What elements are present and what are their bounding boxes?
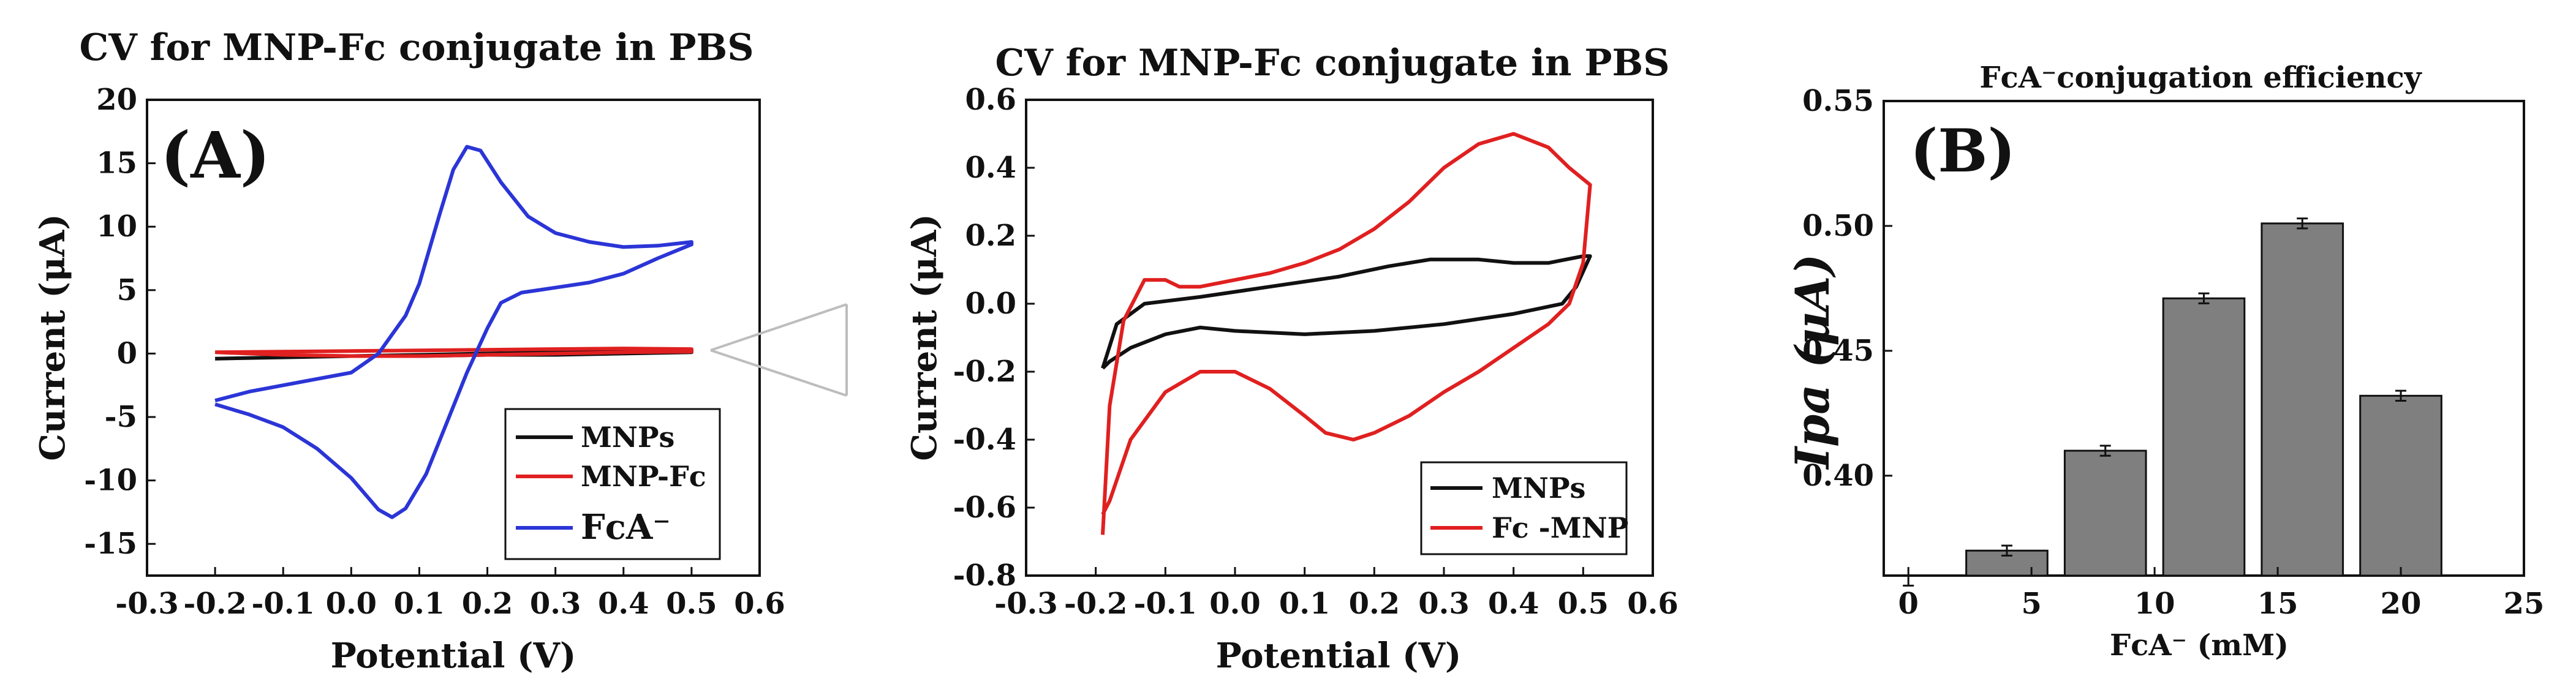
x-tick-label: 10 bbox=[2134, 587, 2175, 621]
y-tick-label: -0.8 bbox=[953, 558, 1016, 593]
bar-fca-20 bbox=[2359, 394, 2442, 577]
x-tick-label: 0.4 bbox=[598, 587, 649, 621]
y-tick-label: 0.40 bbox=[1802, 459, 1874, 493]
inset-legend: MNPs Fc -MNP bbox=[1420, 461, 1628, 555]
legend-label-mnps-inset: MNPs bbox=[1492, 471, 1585, 505]
y-tick-label: 15 bbox=[96, 146, 137, 181]
inset-plot-frame bbox=[1025, 99, 1654, 577]
panel-a-xlabel: Potential (V) bbox=[331, 636, 576, 676]
y-tick-label: 5 bbox=[117, 273, 137, 307]
panel-b-bars-group bbox=[1903, 217, 2442, 587]
series-line-fc-mnp bbox=[1101, 132, 1592, 535]
x-tick-label: 5 bbox=[2021, 587, 2041, 621]
panel-b-chart: FcA⁻conjugation efficiency 0 5 10 15 20 25 0.… bbox=[1785, 61, 2544, 663]
panel-a-legend-box bbox=[504, 408, 721, 560]
x-tick-label: 0.1 bbox=[394, 587, 445, 621]
y-tick-label: 20 bbox=[96, 83, 137, 117]
panel-b-label: (B) bbox=[1910, 116, 2015, 186]
x-tick-label: 0.6 bbox=[734, 587, 785, 621]
inset-series-group bbox=[1101, 132, 1592, 535]
inset-ylabel: Current (μA) bbox=[904, 214, 945, 460]
x-tick-label: 0.2 bbox=[1349, 587, 1400, 621]
inset-legend-box bbox=[1420, 461, 1628, 555]
bar-fca-12 bbox=[2162, 297, 2246, 577]
y-tick-label: 0.50 bbox=[1802, 209, 1874, 243]
y-tick-label: 0.55 bbox=[1802, 84, 1874, 118]
inset-title: CV for MNP-Fc conjugate in PBS bbox=[995, 42, 1669, 85]
zoom-callout-line-top bbox=[710, 303, 847, 351]
y-tick-label: -0.6 bbox=[953, 490, 1016, 525]
x-tick-label: 0.1 bbox=[1279, 587, 1331, 621]
zoom-callout-line-bottom bbox=[710, 349, 847, 397]
bar-fca-16 bbox=[2261, 222, 2344, 577]
x-tick-label: -0.2 bbox=[1064, 587, 1127, 621]
y-tick-label: -0.4 bbox=[953, 423, 1016, 457]
y-tick-label: 10 bbox=[96, 209, 137, 244]
legend-label-fca: FcA⁻ bbox=[581, 507, 671, 547]
y-tick-label: 0.2 bbox=[965, 219, 1016, 253]
panel-a-label: (A) bbox=[161, 118, 270, 193]
y-tick-label: 0.0 bbox=[965, 287, 1016, 321]
panel-b-xlabel: FcA⁻ (mM) bbox=[2110, 628, 2289, 663]
x-tick-label: -0.3 bbox=[994, 587, 1057, 621]
y-tick-label: 0.6 bbox=[965, 83, 1016, 117]
x-tick-label: -0.3 bbox=[115, 587, 178, 621]
panel-a-plot-frame bbox=[146, 99, 761, 577]
bar-fca-8 bbox=[2063, 449, 2147, 577]
panel-a-legend: MNPs MNP-Fc FcA⁻ bbox=[504, 408, 721, 560]
x-tick-label: 0.5 bbox=[1558, 587, 1609, 621]
x-tick-label: 0 bbox=[1898, 587, 1918, 621]
x-tick-label: 25 bbox=[2504, 587, 2545, 621]
x-tick-label: 0.0 bbox=[1209, 587, 1261, 621]
panel-b-title: FcA⁻conjugation efficiency bbox=[1979, 61, 2422, 95]
x-tick-label: 0.6 bbox=[1627, 587, 1679, 621]
y-tick-label: 0 bbox=[117, 336, 137, 370]
x-tick-label: 15 bbox=[2257, 587, 2298, 621]
x-tick-label: 0.3 bbox=[1418, 587, 1470, 621]
y-tick-label: -15 bbox=[84, 527, 137, 561]
series-line-mnp-fc bbox=[214, 347, 693, 358]
panel-a-series-group bbox=[214, 145, 693, 519]
y-tick-label: -10 bbox=[84, 464, 137, 498]
y-tick-label: -5 bbox=[105, 400, 137, 434]
x-tick-label: 0.4 bbox=[1488, 587, 1539, 621]
series-line-fca bbox=[214, 145, 693, 519]
inset-chart: CV for MNP-Fc conjugate in PBS -0.3 -0.2-… bbox=[904, 42, 1679, 676]
x-tick-label: 0.0 bbox=[326, 587, 377, 621]
y-tick-label: 0.45 bbox=[1802, 334, 1874, 368]
panel-a-ylabel: Current (μA) bbox=[32, 214, 73, 460]
x-tick-label: 0.3 bbox=[530, 587, 581, 621]
panel-a-title: CV for MNP-Fc conjugate in PBS bbox=[79, 26, 754, 69]
x-tick-label: 0.5 bbox=[666, 587, 717, 621]
series-line-mnps bbox=[1101, 254, 1592, 370]
legend-label-fc-mnp: Fc -MNP bbox=[1492, 511, 1628, 544]
x-tick-label: -0.1 bbox=[1134, 587, 1197, 621]
y-tick-label: 0.4 bbox=[965, 151, 1016, 185]
x-tick-label: -0.2 bbox=[183, 587, 246, 621]
y-tick-label: -0.2 bbox=[953, 355, 1016, 389]
legend-label-mnps: MNPs bbox=[581, 421, 674, 454]
inset-xlabel: Potential (V) bbox=[1216, 636, 1462, 676]
x-tick-label: 0.2 bbox=[462, 587, 513, 621]
panel-a-chart: CV for MNP-Fc conjugate in PBS -0.3 -0.2-… bbox=[32, 26, 848, 676]
legend-label-mnp-fc: MNP-Fc bbox=[581, 460, 706, 493]
x-tick-label: -0.1 bbox=[252, 587, 315, 621]
x-tick-label: 20 bbox=[2381, 587, 2422, 621]
panel-b-ylabel: Ipa (μA) bbox=[1785, 254, 1840, 470]
